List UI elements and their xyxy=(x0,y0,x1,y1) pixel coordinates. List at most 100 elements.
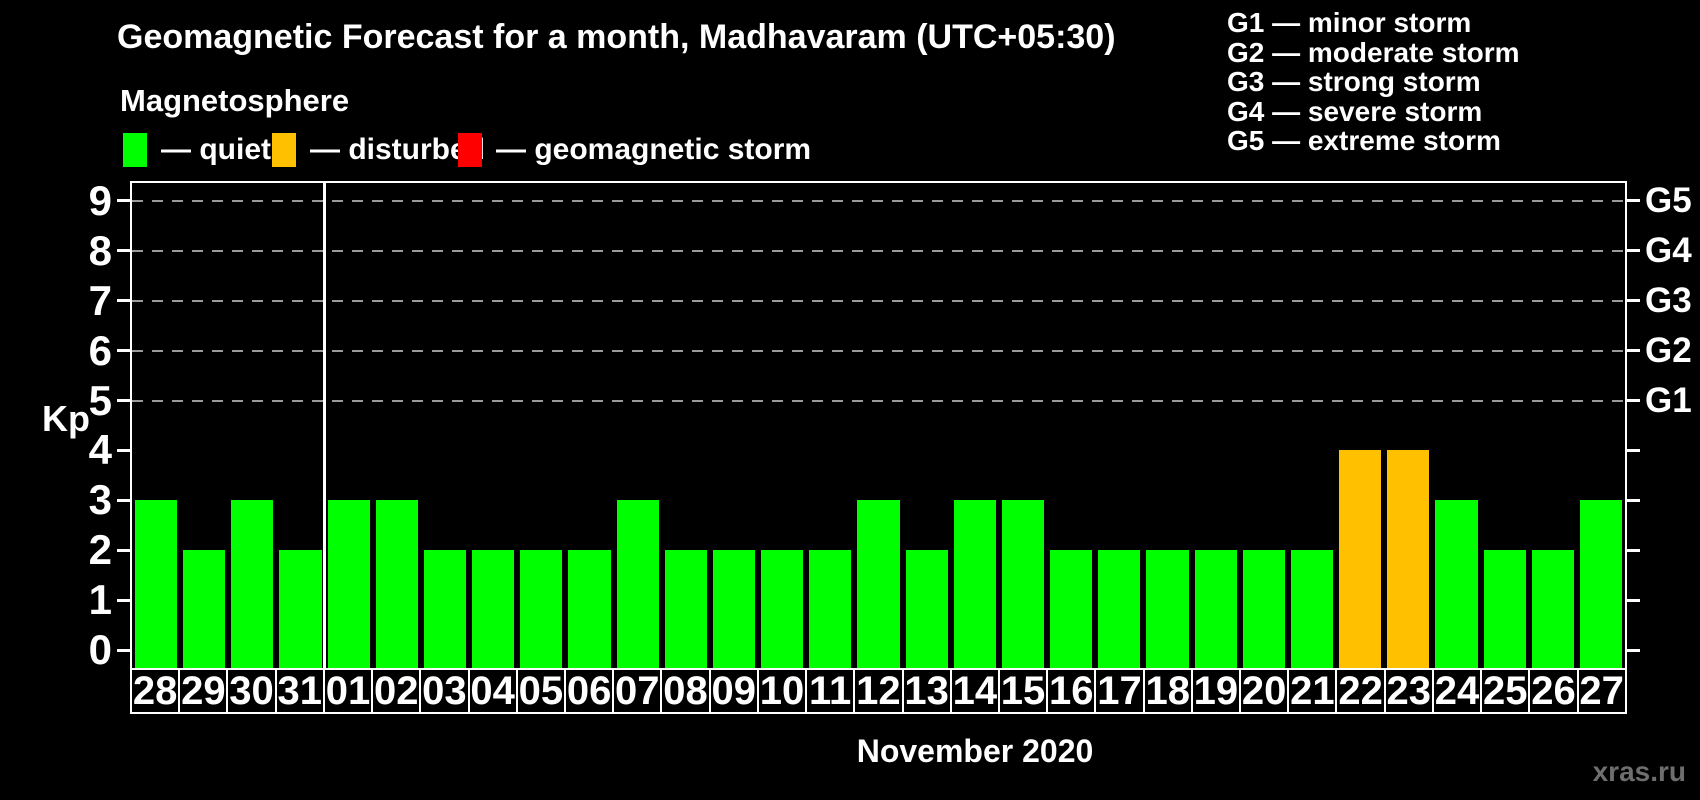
kp-bar-day-05 xyxy=(520,550,563,668)
y-tick-left-6 xyxy=(117,349,130,353)
day-label-13: 13 xyxy=(901,668,952,714)
legend-label-storm: — geomagnetic storm xyxy=(496,133,812,166)
y-tick-label-1: 1 xyxy=(88,576,112,624)
y-tick-right-5 xyxy=(1627,399,1640,402)
y-tick-label-7: 7 xyxy=(88,276,112,324)
day-label-11: 11 xyxy=(805,668,856,714)
day-label-17: 17 xyxy=(1094,668,1145,714)
day-label-05: 05 xyxy=(515,668,566,714)
day-label-28: 28 xyxy=(130,668,181,714)
y-tick-right-9 xyxy=(1627,199,1640,203)
y-tick-left-3 xyxy=(117,498,130,502)
kp-bar-day-10 xyxy=(761,550,804,668)
day-label-04: 04 xyxy=(467,668,518,714)
day-label-20: 20 xyxy=(1239,668,1290,714)
right-axis-label-g5: G5 xyxy=(1645,180,1692,220)
kp-bar-day-21 xyxy=(1290,550,1334,668)
day-label-18: 18 xyxy=(1142,668,1193,714)
storm-scale-g4: G4 — severe storm xyxy=(1227,95,1483,127)
y-tick-label-0: 0 xyxy=(88,626,112,673)
x-axis-row: 28 29 30 31 01 02 03 04 05 06 07 08 09 10 11 12 13 14 15 16… xyxy=(130,668,1627,714)
day-label-26: 26 xyxy=(1528,668,1579,714)
plot-area: Kp 0 1 2 3 4 5 6 7 8 9 G1 G2 G3 G4 G5 xyxy=(42,179,1692,670)
y-axis-title: Kp xyxy=(42,398,90,439)
day-label-06: 06 xyxy=(563,668,615,714)
y-tick-label-6: 6 xyxy=(88,326,112,374)
kp-bar-day-13 xyxy=(905,550,948,668)
day-label-08: 08 xyxy=(660,668,711,714)
storm-scale-g5: G5 — extreme storm xyxy=(1227,125,1501,156)
y-tick-label-9: 9 xyxy=(88,176,112,224)
gridline-kp-5 xyxy=(132,399,1625,402)
kp-bar-day-02 xyxy=(375,500,418,668)
magnetosphere-label: Magnetosphere xyxy=(120,83,350,118)
right-axis-label-g2: G2 xyxy=(1645,330,1692,370)
storm-color-swatch-icon xyxy=(458,133,482,167)
x-axis-title: November 2020 xyxy=(856,733,1094,769)
y-tick-right-6 xyxy=(1627,349,1640,353)
kp-bar-day-03 xyxy=(423,550,467,668)
day-label-25: 25 xyxy=(1480,668,1531,714)
y-tick-left-5 xyxy=(117,399,130,402)
day-label-01: 01 xyxy=(322,668,374,714)
kp-bar-day-11 xyxy=(809,550,852,668)
gridline-kp-6 xyxy=(132,349,1625,352)
y-tick-right-8 xyxy=(1627,249,1640,253)
watermark: xras.ru xyxy=(1592,756,1686,787)
y-tick-right-2 xyxy=(1627,548,1640,552)
kp-bar-day-16 xyxy=(1050,550,1093,668)
day-label-02: 02 xyxy=(371,668,422,714)
storm-scale-g3: G3 — strong storm xyxy=(1227,66,1481,97)
kp-bar-day-09 xyxy=(712,550,756,668)
y-tick-label-2: 2 xyxy=(88,526,112,574)
day-label-16: 16 xyxy=(1046,668,1097,714)
y-tick-left-0 xyxy=(117,648,130,652)
day-label-12: 12 xyxy=(853,668,904,714)
y-tick-left-1 xyxy=(117,598,130,602)
gridline-kp-9 xyxy=(132,199,1625,202)
gridline-kp-8 xyxy=(132,249,1625,252)
y-tick-left-4 xyxy=(117,448,130,452)
day-label-31: 31 xyxy=(274,668,325,714)
kp-bar-day-29 xyxy=(183,550,226,668)
right-axis-label-g4: G4 xyxy=(1645,230,1692,270)
day-label-22: 22 xyxy=(1335,668,1386,714)
y-tick-right-1 xyxy=(1627,598,1640,602)
day-label-07: 07 xyxy=(612,668,663,714)
kp-bar-day-14 xyxy=(953,500,996,668)
legend-item-disturbed: — disturbed xyxy=(272,131,485,169)
kp-bar-day-06 xyxy=(568,550,611,668)
kp-bar-day-12 xyxy=(857,500,900,668)
y-tick-left-9 xyxy=(117,199,130,203)
kp-bar-day-22 xyxy=(1339,450,1382,668)
day-label-03: 03 xyxy=(419,668,470,714)
y-tick-left-7 xyxy=(117,299,130,303)
legend-item-storm: — geomagnetic storm xyxy=(458,131,811,169)
right-axis-label-g3: G3 xyxy=(1645,280,1692,320)
kp-bar-day-08 xyxy=(664,550,707,668)
day-label-15: 15 xyxy=(997,668,1049,714)
kp-bar-day-31 xyxy=(279,550,322,668)
storm-scale-g2: G2 — moderate storm xyxy=(1227,36,1520,68)
kp-bar-day-01 xyxy=(327,500,370,668)
kp-bar-day-20 xyxy=(1242,550,1285,668)
kp-bar-day-04 xyxy=(472,550,515,668)
day-label-14: 14 xyxy=(949,668,1000,714)
kp-bar-day-24 xyxy=(1435,500,1478,668)
kp-bar-day-07 xyxy=(616,500,659,668)
quiet-color-swatch-icon xyxy=(123,133,147,167)
y-tick-label-3: 3 xyxy=(88,476,112,524)
y-tick-label-4: 4 xyxy=(88,426,112,474)
day-label-21: 21 xyxy=(1287,668,1338,714)
y-tick-right-0 xyxy=(1627,648,1640,652)
day-label-10: 10 xyxy=(756,668,808,714)
y-tick-left-2 xyxy=(117,548,130,552)
gridline-kp-7 xyxy=(132,299,1625,302)
right-axis-label-g1: G1 xyxy=(1645,380,1692,420)
kp-bar-day-19 xyxy=(1194,550,1237,668)
y-tick-label-5: 5 xyxy=(88,376,112,424)
page-title: Geomagnetic Forecast for a month, Madhav… xyxy=(117,18,1116,56)
kp-bar-day-26 xyxy=(1531,550,1574,668)
y-tick-right-3 xyxy=(1627,498,1640,502)
